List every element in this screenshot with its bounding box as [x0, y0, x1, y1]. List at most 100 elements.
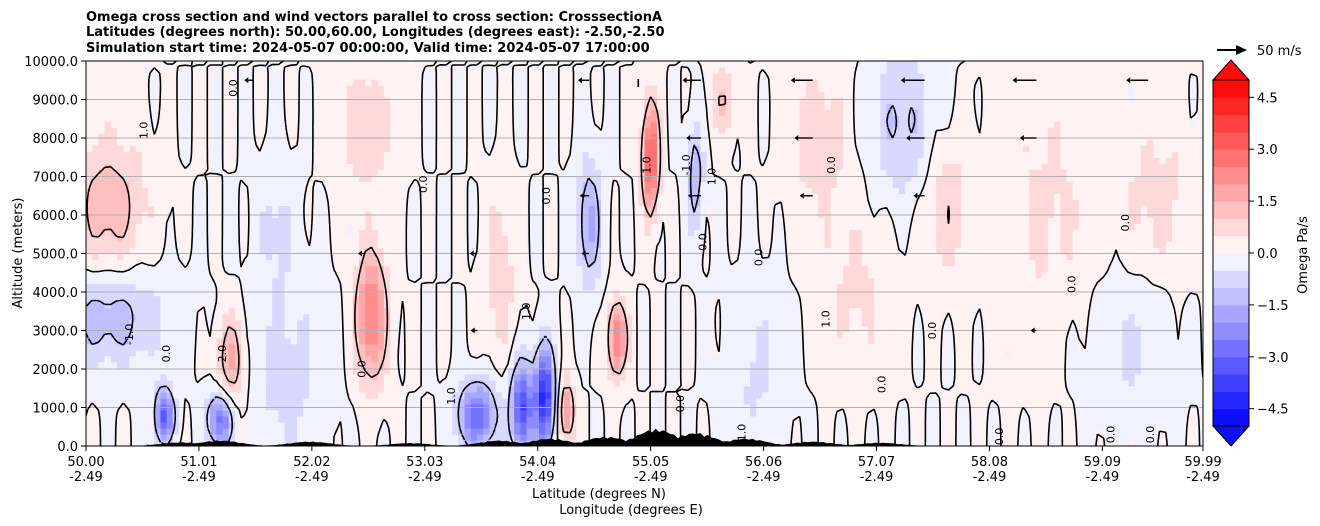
- omega-cell: [998, 313, 1006, 321]
- omega-cell: [725, 391, 732, 399]
- omega-cell: [718, 361, 726, 369]
- omega-cell: [489, 355, 497, 363]
- omega-cell: [917, 391, 925, 399]
- omega-cell: [172, 409, 180, 417]
- omega-cell: [414, 415, 422, 423]
- omega-cell: [148, 319, 155, 327]
- omega-cell: [1184, 313, 1192, 321]
- omega-cell: [725, 397, 732, 405]
- omega-cell: [1147, 373, 1154, 381]
- omega-cell: [110, 289, 118, 297]
- omega-cell: [1171, 301, 1179, 309]
- omega-cell: [507, 313, 515, 321]
- omega-cell: [123, 307, 131, 315]
- omega-cell: [1122, 349, 1130, 357]
- omega-cell: [290, 391, 298, 399]
- omega-cell: [973, 385, 981, 393]
- omega-cell: [464, 331, 472, 339]
- omega-cell: [749, 349, 757, 357]
- omega-cell: [439, 379, 447, 387]
- omega-cell: [1066, 439, 1074, 446]
- omega-cell: [905, 277, 912, 285]
- omega-cell: [241, 427, 248, 435]
- omega-cell: [700, 331, 708, 339]
- omega-cell: [259, 319, 267, 327]
- omega-cell: [582, 313, 590, 321]
- omega-cell: [793, 307, 801, 315]
- omega-cell: [644, 409, 652, 417]
- omega-cell: [967, 319, 974, 327]
- omega-cell: [1004, 313, 1012, 321]
- omega-cell: [396, 427, 404, 435]
- omega-cell: [458, 415, 466, 423]
- omega-cell: [973, 367, 981, 375]
- omega-cell: [911, 415, 919, 423]
- omega-cell: [1097, 283, 1105, 291]
- omega-cell: [1023, 391, 1030, 399]
- omega-cell: [836, 355, 844, 363]
- omega-cell: [576, 337, 584, 345]
- omega-cell: [222, 361, 230, 369]
- omega-cell: [309, 289, 317, 297]
- omega-cell: [644, 301, 652, 309]
- omega-cell: [539, 355, 546, 363]
- omega-cell: [1023, 313, 1030, 321]
- omega-cell: [799, 385, 807, 393]
- omega-cell: [340, 289, 348, 297]
- omega-cell: [849, 289, 857, 297]
- omega-cell: [433, 391, 441, 399]
- omega-cell: [1097, 379, 1105, 387]
- omega-cell: [929, 307, 937, 315]
- omega-cell: [1128, 409, 1136, 417]
- omega-cell: [1184, 283, 1192, 291]
- omega-cell: [923, 415, 931, 423]
- omega-cell: [594, 313, 602, 321]
- omega-cell: [967, 283, 974, 291]
- omega-cell: [1029, 385, 1037, 393]
- omega-cell: [321, 397, 329, 405]
- omega-cell: [334, 295, 342, 303]
- omega-cell: [1153, 367, 1161, 375]
- omega-cell: [172, 277, 180, 285]
- omega-cell: [507, 295, 515, 303]
- omega-cell: [663, 385, 670, 393]
- omega-cell: [1140, 421, 1148, 429]
- omega-cell: [948, 421, 956, 429]
- omega-cell: [743, 433, 751, 441]
- omega-cell: [1178, 397, 1185, 405]
- omega-cell: [929, 301, 937, 309]
- omega-cell: [650, 295, 658, 303]
- omega-cell: [973, 289, 981, 297]
- omega-cell: [272, 367, 279, 375]
- omega-cell: [774, 289, 782, 297]
- omega-cell: [812, 307, 819, 315]
- omega-cell: [1171, 367, 1179, 375]
- omega-cell: [601, 325, 608, 333]
- omega-cell: [135, 379, 143, 387]
- omega-cell: [296, 349, 304, 357]
- omega-cell: [1165, 379, 1173, 387]
- omega-cell: [359, 319, 366, 327]
- omega-cell: [185, 427, 193, 435]
- omega-cell: [476, 283, 484, 291]
- omega-cell: [985, 433, 993, 441]
- omega-cell: [787, 433, 795, 441]
- omega-cell: [483, 325, 490, 333]
- omega-cell: [743, 319, 751, 327]
- omega-cell: [396, 379, 404, 387]
- omega-cell: [1116, 319, 1123, 327]
- omega-cell: [1023, 343, 1030, 351]
- omega-cell: [731, 295, 739, 303]
- omega-cell: [427, 415, 435, 423]
- omega-cell: [694, 277, 701, 285]
- omega-cell: [557, 391, 565, 399]
- omega-cell: [936, 367, 943, 375]
- omega-cell: [929, 331, 937, 339]
- omega-cell: [166, 415, 174, 423]
- omega-cell: [675, 283, 683, 291]
- omega-cell: [1054, 295, 1061, 303]
- omega-cell: [706, 283, 714, 291]
- omega-cell: [923, 379, 931, 387]
- omega-cell: [886, 421, 894, 429]
- omega-cell: [216, 283, 224, 291]
